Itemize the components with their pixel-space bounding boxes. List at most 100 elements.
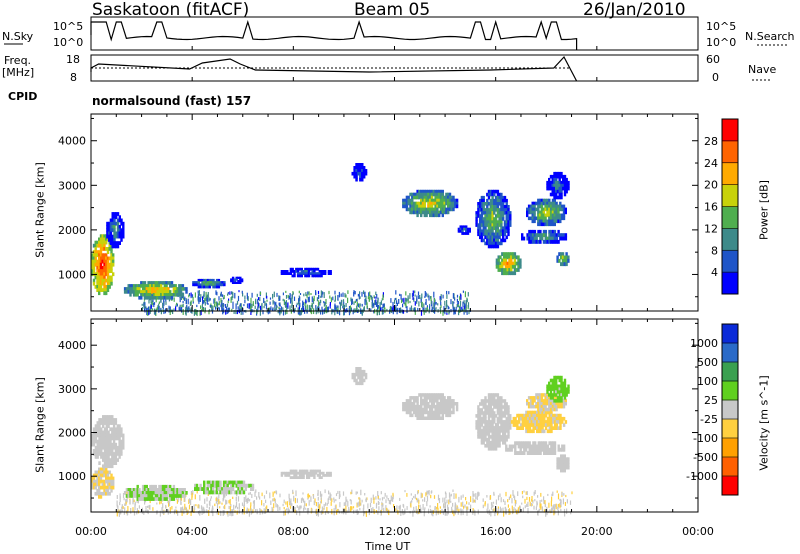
echo-cell — [291, 471, 294, 475]
echo-cell — [555, 233, 558, 238]
echo-cell — [538, 399, 542, 403]
echo-cell — [477, 408, 480, 412]
echo-cell — [543, 416, 546, 421]
echo-cell — [445, 192, 448, 197]
echo-cell — [491, 220, 494, 224]
echo-cell — [491, 192, 494, 197]
power-echo-region-3 — [192, 278, 226, 289]
echo-cell — [498, 432, 501, 436]
scatter-point — [319, 503, 321, 509]
echo-cell — [482, 202, 485, 206]
scatter-point — [226, 500, 228, 505]
scatter-point — [246, 303, 249, 309]
echo-cell — [169, 296, 172, 300]
echo-cell — [479, 220, 482, 224]
echo-cell — [540, 396, 544, 400]
echo-cell — [493, 393, 496, 397]
scatter-point — [304, 500, 306, 506]
scatter-point — [274, 491, 276, 494]
echo-cell — [92, 256, 96, 261]
echo-cell — [118, 436, 121, 441]
echo-cell — [529, 399, 533, 403]
echo-cell — [494, 435, 498, 439]
echo-cell — [560, 396, 563, 400]
scatter-point — [484, 502, 486, 507]
echo-cell — [475, 426, 478, 430]
scatter-point — [208, 309, 210, 315]
echo-cell — [544, 216, 547, 221]
echo-cell — [542, 216, 545, 221]
echo-cell — [99, 256, 103, 261]
echo-cell — [482, 402, 485, 406]
scatter-point — [430, 494, 432, 499]
echo-cell — [403, 407, 407, 412]
echo-cell — [237, 490, 240, 495]
echo-cell — [560, 375, 563, 380]
echo-cell — [515, 451, 519, 455]
echo-cell — [286, 471, 289, 475]
scatter-point — [328, 490, 330, 495]
echo-cell — [482, 432, 485, 436]
scatter-point — [466, 506, 468, 510]
scatter-point — [560, 508, 562, 512]
echo-cell — [498, 435, 501, 439]
echo-cell — [240, 487, 244, 491]
echo-cell — [553, 177, 556, 182]
echo-cell — [156, 287, 159, 291]
scatter-point — [213, 298, 215, 304]
echo-cell — [420, 210, 423, 215]
echo-cell — [100, 436, 103, 441]
echo-cell — [98, 495, 101, 499]
echo-cell — [465, 227, 468, 231]
echo-cell — [403, 402, 407, 406]
echo-cell — [562, 204, 566, 209]
scatter-point — [220, 293, 222, 297]
echo-cell — [511, 271, 515, 276]
echo-cell — [421, 393, 425, 397]
echo-cell — [204, 487, 208, 491]
echo-cell — [427, 396, 430, 400]
echo-cell — [498, 214, 501, 218]
scatter-point — [514, 499, 516, 504]
echo-cell — [411, 402, 414, 406]
echo-cell — [304, 272, 307, 275]
echo-cell — [559, 219, 562, 224]
echo-cell — [448, 402, 452, 406]
echo-cell — [103, 256, 106, 261]
echo-cell — [143, 281, 147, 285]
echo-cell — [503, 435, 507, 439]
echo-cell — [111, 234, 114, 239]
scatter-point — [476, 496, 478, 501]
echo-cell — [96, 449, 99, 453]
echo-cell — [116, 244, 120, 249]
scatter-point — [246, 292, 248, 296]
echo-cell — [353, 372, 356, 377]
echo-cell — [548, 177, 551, 182]
echo-cell — [480, 429, 484, 433]
echo-cell — [170, 491, 174, 495]
scatter-point — [252, 500, 255, 504]
echo-cell — [491, 447, 494, 451]
scatter-point — [141, 307, 143, 311]
scatter-point — [337, 305, 339, 309]
echo-cell — [282, 471, 285, 475]
echo-cell — [500, 402, 503, 406]
echo-cell — [479, 402, 482, 406]
echo-cell — [546, 390, 549, 394]
echo-cell — [165, 287, 168, 291]
scatter-point — [147, 307, 149, 310]
echo-cell — [500, 396, 503, 400]
scatter-point — [210, 498, 212, 502]
echo-cell — [501, 258, 504, 263]
echo-cell — [414, 407, 418, 412]
scatter-point — [350, 297, 352, 302]
scatter-point — [401, 298, 403, 302]
scatter-point — [325, 305, 327, 311]
echo-cell — [116, 212, 120, 216]
scatter-point — [188, 498, 191, 504]
echo-cell — [94, 445, 98, 450]
echo-cell — [493, 232, 496, 237]
scatter-point — [337, 508, 339, 512]
echo-cell — [107, 418, 110, 422]
echo-cell — [316, 272, 320, 275]
